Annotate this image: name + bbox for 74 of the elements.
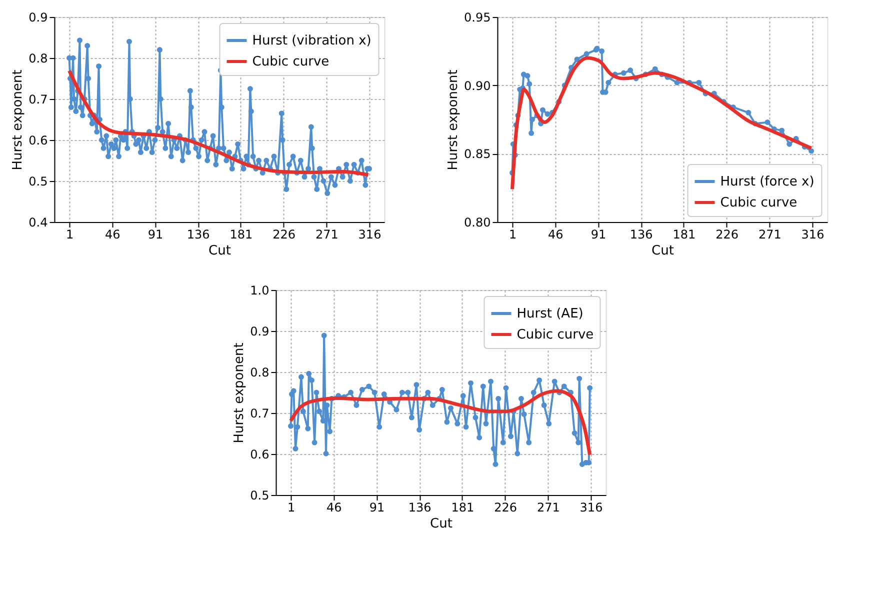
x-axis-title: Cut (652, 244, 674, 258)
x-tick-label: 316 (580, 500, 603, 514)
x-tick-label: 271 (536, 500, 560, 514)
y-tick-label: 0.85 (464, 147, 491, 162)
point (696, 80, 702, 86)
point (540, 107, 546, 113)
legend-label: Cubic curve (252, 54, 330, 70)
x-tick-label: 91 (369, 500, 385, 514)
x-tick-label: 271 (315, 228, 338, 242)
point (746, 110, 752, 116)
legend-label: Cubic curve (516, 328, 594, 342)
y-tick-label: 0.95 (464, 10, 491, 24)
line-series (289, 389, 592, 457)
point (652, 66, 658, 72)
point (528, 130, 534, 136)
x-tick-label: 1 (287, 500, 296, 514)
x-tick-label: 1 (66, 228, 74, 242)
line-series (510, 56, 814, 191)
line-series (68, 68, 370, 177)
y-tick-label: 0.9 (250, 324, 270, 338)
legend-label: Hurst (AE) (516, 306, 584, 322)
point (620, 70, 626, 76)
y-axis-title: Hurst exponent (232, 342, 248, 444)
y-tick-label: 0.7 (28, 92, 48, 106)
point (674, 80, 680, 86)
point (584, 51, 590, 57)
x-tick-label: 91 (148, 228, 164, 242)
point (544, 111, 550, 117)
y-tick-label: 0.8 (250, 366, 270, 380)
point (530, 116, 535, 122)
point (526, 81, 532, 87)
x-tick-label: 46 (548, 228, 564, 242)
y-axis-title: Hurst exponent (446, 70, 462, 170)
x-tick-label: 136 (630, 228, 653, 242)
x-tick-label: 181 (230, 228, 253, 242)
y-tick-label: 0.7 (250, 406, 270, 420)
y-tick-label: 0.5 (28, 174, 48, 188)
y-tick-label: 0.6 (250, 448, 270, 462)
y-tick-label: 0.90 (464, 78, 491, 93)
x-tick-label: 226 (716, 228, 738, 242)
x-tick-label: 136 (186, 228, 210, 242)
point (786, 141, 792, 147)
y-tick-label: 0.80 (464, 216, 491, 230)
y-tick-label: 0.6 (28, 134, 48, 148)
point (808, 148, 814, 154)
y-tick-label: 0.4 (28, 216, 48, 230)
point (628, 68, 634, 74)
legend-label: Hurst (vibration x) (252, 34, 372, 48)
y-tick-label: 0.9 (28, 10, 48, 24)
point (779, 128, 785, 134)
x-tick-label: 316 (358, 228, 382, 242)
legend-label: Cubic curve (720, 196, 798, 210)
x-tick-label: 181 (672, 228, 696, 242)
x-tick-label: 181 (451, 500, 474, 514)
y-tick-label: 0.8 (28, 52, 48, 66)
y-tick-label: 1.0 (250, 284, 270, 298)
x-tick-label: 1 (508, 228, 517, 242)
x-tick-label: 226 (494, 500, 517, 514)
x-tick-label: 226 (272, 228, 296, 242)
legend-label: Hurst (force x) (720, 174, 814, 190)
point (764, 120, 770, 125)
x-tick-label: 91 (590, 228, 606, 242)
x-tick-label: 316 (801, 228, 824, 242)
x-tick-label: 271 (758, 228, 782, 242)
x-axis-title: Cut (208, 244, 231, 258)
x-tick-label: 46 (104, 228, 120, 242)
y-tick-label: 0.5 (250, 488, 270, 502)
point (606, 80, 612, 86)
x-tick-label: 46 (326, 500, 342, 514)
point (599, 48, 605, 54)
x-axis-title: Cut (430, 516, 452, 532)
x-tick-label: 136 (408, 500, 432, 514)
point (524, 73, 530, 78)
y-axis-title: Hurst exponent (10, 70, 26, 170)
